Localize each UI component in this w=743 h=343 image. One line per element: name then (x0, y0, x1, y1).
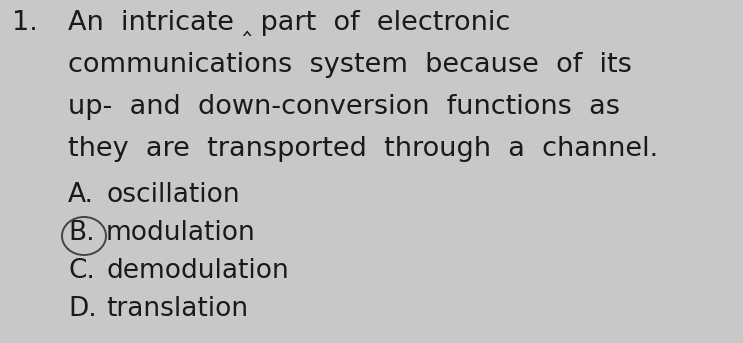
Text: oscillation: oscillation (106, 182, 240, 208)
Text: C.: C. (68, 258, 95, 284)
Text: D.: D. (68, 296, 97, 322)
Text: up-  and  down-conversion  functions  as: up- and down-conversion functions as (68, 94, 620, 120)
Text: A.: A. (68, 182, 94, 208)
Text: they  are  transported  through  a  channel.: they are transported through a channel. (68, 136, 658, 162)
Text: modulation: modulation (106, 220, 256, 246)
Text: communications  system  because  of  its: communications system because of its (68, 52, 632, 78)
Text: B.: B. (68, 220, 94, 246)
Text: 1.: 1. (12, 10, 38, 36)
Text: demodulation: demodulation (106, 258, 289, 284)
Text: translation: translation (106, 296, 248, 322)
Text: An  intricate ‸ part  of  electronic: An intricate ‸ part of electronic (68, 10, 510, 36)
